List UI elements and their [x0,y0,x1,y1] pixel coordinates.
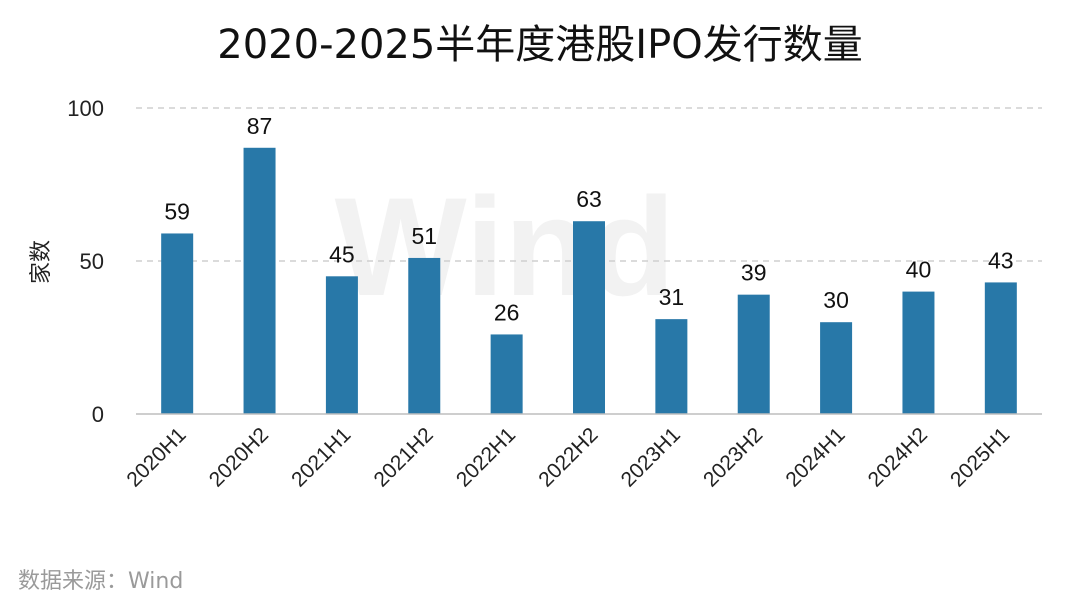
bars [161,147,1017,414]
data-label: 43 [988,247,1014,273]
bar [820,322,853,414]
x-tick-label: 2024H2 [864,423,932,491]
data-label: 30 [823,287,849,313]
y-tick-label: 50 [80,249,104,274]
bar [161,233,194,414]
bar [655,319,688,414]
x-tick-label: 2020H2 [205,423,273,491]
x-tick-label: 2022H1 [452,423,520,491]
x-tick-label: 2023H2 [699,423,767,491]
bar [984,282,1017,414]
chart-title: 2020-2025半年度港股IPO发行数量 [217,22,862,68]
bar [408,257,441,414]
source-note: 数据来源：Wind [18,569,183,594]
data-labels: 59 87 45 51 26 63 31 39 30 40 43 [164,113,1013,326]
bar [573,221,605,414]
x-tick-label: 2025H1 [946,423,1014,491]
y-tick-label: 100 [67,96,104,121]
data-label: 39 [741,260,767,286]
bar [737,294,770,414]
x-tick-label: 2022H2 [534,423,602,491]
data-label: 31 [659,284,685,310]
watermark: Wind [335,168,676,325]
y-tick-label: 0 [92,402,104,427]
data-label: 26 [494,299,520,325]
bar [243,147,276,414]
data-label: 63 [576,186,602,212]
data-label: 51 [411,223,437,249]
bar [490,334,523,414]
x-axis-ticks: 2020H1 2020H2 2021H1 2021H2 2022H1 2022H2 2023… [122,423,1014,491]
y-axis-ticks: 0 50 100 [67,96,104,427]
x-tick-label: 2021H2 [370,423,438,491]
x-tick-label: 2020H1 [122,423,190,491]
data-label: 45 [329,241,355,267]
bar [325,276,358,414]
y-axis-label: 家数 [29,240,54,284]
x-tick-label: 2023H1 [617,423,685,491]
x-tick-label: 2024H1 [781,423,849,491]
bar [902,291,935,414]
data-label: 40 [906,257,932,283]
x-tick-label: 2021H1 [287,423,355,491]
data-label: 59 [164,198,190,224]
data-label: 87 [247,113,273,139]
